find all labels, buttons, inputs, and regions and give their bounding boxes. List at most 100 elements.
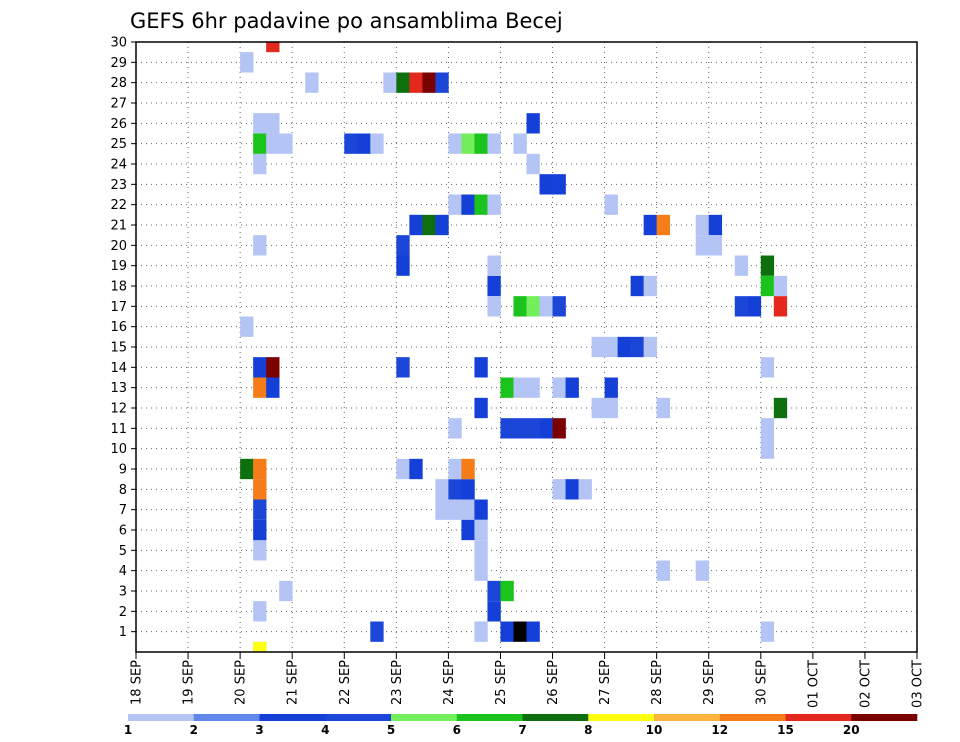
precip-cell	[253, 519, 267, 541]
precip-cell	[435, 499, 449, 520]
x-tick-label: 02 OCT	[858, 660, 873, 708]
precip-cell	[487, 601, 501, 622]
precip-cell	[760, 255, 775, 276]
precip-cell	[656, 397, 670, 419]
precip-cell	[448, 194, 462, 215]
precip-cell	[461, 499, 475, 520]
y-tick-label: 13	[110, 381, 127, 396]
legend-swatch	[128, 714, 195, 721]
x-tick-label: 01 OCT	[806, 660, 821, 708]
precip-cell	[474, 621, 488, 642]
precip-cell	[448, 418, 462, 439]
precip-cell	[656, 560, 670, 581]
precip-cell	[500, 377, 514, 398]
legend-label: 10	[646, 723, 663, 737]
precip-cell	[591, 397, 605, 419]
precip-cell	[344, 133, 358, 154]
precip-cell	[396, 235, 410, 256]
precip-cell	[370, 133, 384, 154]
precip-cell	[760, 357, 775, 378]
y-tick-label: 1	[119, 625, 127, 640]
x-tick-label: 22 SEP	[338, 660, 353, 705]
precip-cell	[448, 133, 462, 154]
precip-cell	[500, 418, 514, 439]
x-axis: 18 SEP 19 SEP 20 SEP 21 SEP 22 SEP 23 SEP 24 S…	[130, 652, 926, 708]
precip-cell	[539, 296, 553, 317]
precip-cell	[474, 499, 488, 520]
precip-cell	[565, 479, 579, 500]
y-tick-label: 2	[119, 605, 127, 620]
precip-cell	[474, 194, 488, 215]
legend-label: 2	[190, 723, 198, 737]
precip-cell	[630, 336, 644, 358]
x-tick-label: 21 SEP	[286, 660, 301, 705]
precip-cell	[474, 357, 488, 378]
precip-cell	[474, 133, 488, 154]
precip-cell	[279, 133, 293, 154]
legend-swatch	[785, 714, 852, 721]
precip-cell	[539, 418, 553, 439]
precip-cell	[435, 214, 449, 236]
precip-cell	[656, 214, 670, 236]
precip-cell	[526, 113, 540, 134]
precip-cell	[526, 377, 540, 398]
x-tick-label: 23 SEP	[390, 660, 405, 705]
legend-swatch	[325, 714, 392, 721]
color-legend: 1 2 3 4 5 6 7 8 10 12 15 20	[124, 714, 918, 737]
precip-cell	[266, 357, 280, 378]
precip-cell	[422, 72, 436, 93]
y-tick-label: 9	[119, 463, 127, 478]
precip-cell	[552, 377, 566, 398]
legend-label: 8	[584, 723, 592, 737]
legend-swatch	[259, 714, 326, 721]
y-tick-label: 5	[119, 544, 127, 559]
precip-cell	[760, 418, 775, 439]
y-tick-label: 18	[110, 280, 127, 295]
precip-cell	[526, 621, 540, 642]
precip-cell	[461, 479, 475, 500]
precip-cell	[396, 255, 410, 276]
precip-cell	[305, 72, 319, 93]
legend-swatch	[522, 714, 589, 721]
precip-cell	[630, 275, 644, 297]
y-tick-label: 14	[110, 361, 127, 376]
precip-cell	[461, 458, 475, 480]
precipitation-cells	[240, 42, 788, 652]
x-tick-label: 25 SEP	[494, 660, 509, 705]
precip-cell	[422, 214, 436, 236]
precip-cell	[253, 540, 267, 561]
precip-cell	[734, 296, 749, 317]
precip-cell	[552, 479, 566, 500]
legend-swatch	[391, 714, 458, 721]
x-tick-label: 19 SEP	[182, 660, 197, 705]
precip-cell	[773, 296, 788, 317]
precip-cell	[487, 133, 501, 154]
precip-cell	[513, 296, 527, 317]
precip-cell	[526, 296, 540, 317]
legend-label: 6	[453, 723, 461, 737]
precip-cell	[253, 479, 267, 500]
precip-cell	[552, 418, 566, 439]
precip-cell	[487, 194, 501, 215]
precip-cell	[240, 52, 254, 73]
precip-cell	[708, 235, 723, 256]
precip-cell	[253, 601, 267, 622]
x-tick-label: 24 SEP	[442, 660, 457, 705]
precip-cell	[513, 377, 527, 398]
y-tick-label: 22	[110, 198, 127, 213]
precip-cell	[500, 580, 514, 602]
precip-cell	[539, 174, 553, 195]
precip-cell	[695, 235, 710, 256]
precip-cell	[370, 621, 384, 642]
precip-cell	[552, 296, 566, 317]
y-tick-label: 29	[110, 56, 127, 71]
precip-cell	[604, 397, 618, 419]
y-tick-label: 15	[110, 341, 127, 356]
precip-cell	[409, 458, 423, 480]
precip-cell	[357, 133, 371, 154]
precip-cell	[513, 133, 527, 154]
precip-cell	[240, 316, 254, 337]
precip-cell	[253, 357, 267, 378]
precip-cell	[526, 153, 540, 175]
